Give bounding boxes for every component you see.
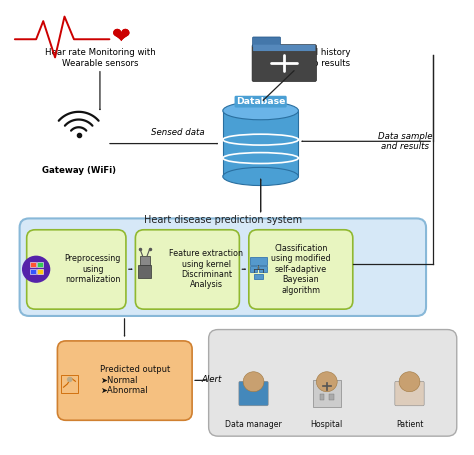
Bar: [37, 269, 43, 274]
Bar: [140, 256, 150, 265]
Bar: [138, 265, 152, 278]
Bar: [319, 394, 324, 400]
Text: Hospital: Hospital: [310, 420, 343, 430]
FancyBboxPatch shape: [252, 45, 317, 81]
Text: Predicted output
➤Normal
➤Abnormal: Predicted output ➤Normal ➤Abnormal: [100, 365, 171, 395]
Circle shape: [22, 256, 50, 283]
FancyBboxPatch shape: [239, 381, 268, 406]
Text: Heart disease prediction system: Heart disease prediction system: [144, 215, 302, 225]
Bar: [30, 269, 36, 274]
Text: Patient: Patient: [396, 420, 423, 430]
Text: Alert: Alert: [201, 375, 222, 384]
Ellipse shape: [223, 101, 299, 120]
Text: Gateway (WiFi): Gateway (WiFi): [42, 166, 116, 175]
Text: Medical history
and Lab results: Medical history and Lab results: [284, 48, 350, 68]
Bar: [313, 380, 341, 407]
Text: Feature extraction
using kernel
Discriminant
Analysis: Feature extraction using kernel Discrimi…: [169, 249, 243, 289]
Circle shape: [317, 372, 337, 392]
Circle shape: [243, 372, 264, 392]
Text: ❤: ❤: [112, 27, 130, 47]
Text: ❤: ❤: [112, 27, 130, 47]
FancyBboxPatch shape: [249, 230, 353, 309]
Bar: [259, 266, 267, 272]
FancyBboxPatch shape: [253, 37, 281, 47]
FancyBboxPatch shape: [395, 381, 424, 406]
Circle shape: [67, 377, 73, 382]
FancyBboxPatch shape: [57, 341, 192, 420]
Text: Data sample
and results: Data sample and results: [377, 131, 432, 151]
Bar: [250, 266, 257, 272]
Bar: [223, 111, 299, 177]
Bar: [250, 257, 267, 265]
Text: Classification
using modified
self-adaptive
Bayesian
algorithm: Classification using modified self-adapt…: [271, 244, 331, 294]
Bar: [37, 262, 43, 267]
Ellipse shape: [223, 167, 299, 186]
FancyBboxPatch shape: [19, 218, 426, 316]
Text: Hear rate Monitoring with
Wearable sensors: Hear rate Monitoring with Wearable senso…: [45, 48, 155, 68]
FancyBboxPatch shape: [253, 45, 316, 51]
Bar: [254, 274, 263, 279]
Bar: [329, 394, 334, 400]
Text: Data manager: Data manager: [225, 420, 282, 430]
Bar: [30, 262, 36, 267]
Text: Database: Database: [236, 97, 285, 106]
Circle shape: [399, 372, 420, 392]
FancyBboxPatch shape: [27, 230, 126, 309]
FancyBboxPatch shape: [136, 230, 239, 309]
Text: Sensed data: Sensed data: [151, 128, 205, 137]
Bar: [61, 375, 78, 393]
FancyBboxPatch shape: [209, 329, 457, 436]
Text: Preprocessing
using
normalization: Preprocessing using normalization: [64, 254, 121, 284]
